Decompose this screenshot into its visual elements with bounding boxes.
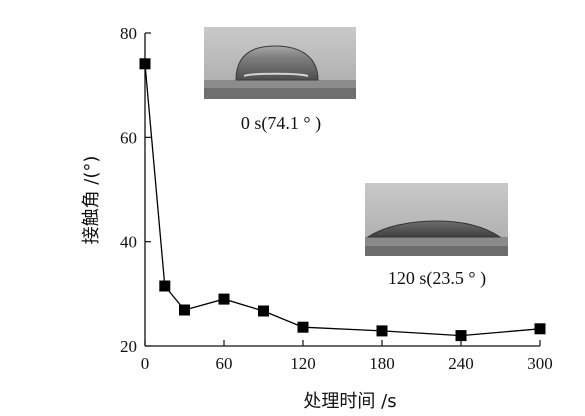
y-axis-title: 接触角 /(°) [81,156,102,245]
inset-photo-0s-droplet-reflection [243,72,309,77]
series-layer [139,58,546,342]
data-point-marker [534,323,546,335]
x-tick-label: 60 [216,354,233,373]
inset-photo-120s-substrate [365,237,508,246]
axes [144,33,540,347]
x-axis-title: 处理时间 /s [303,391,396,412]
data-point-marker [179,304,190,316]
inset-caption-120s: 120 s(23.5 ° ) [388,268,486,289]
x-tick-label: 180 [369,354,395,373]
data-point-marker [297,321,309,333]
x-tick-label: 0 [141,354,150,373]
data-point-marker [258,305,269,317]
inset-photo-0s-droplet [235,45,319,81]
inset-photo-0s-substrate [204,80,356,88]
inset-photo-0s-substrate-edge [204,88,356,99]
y-tick-label: 80 [120,24,137,43]
y-tick-label: 60 [120,128,137,147]
inset-photo-120s [365,183,508,256]
y-tick-label: 40 [120,233,137,252]
data-point-marker [139,58,151,70]
data-point-marker [159,280,171,292]
data-point-marker [455,330,467,342]
x-tick-label: 300 [527,354,553,373]
inset-caption-0s: 0 s(74.1 ° ) [241,113,321,134]
data-point-marker [218,293,230,305]
inset-photo-120s-substrate-edge [365,246,508,256]
inset-photo-0s [204,27,356,99]
x-tick-label: 120 [290,354,316,373]
y-ticks: 20 40 60 80 [120,24,151,356]
y-tick-label: 20 [120,337,137,356]
inset-photo-120s-droplet [366,220,502,238]
data-point-marker [376,325,388,337]
x-tick-label: 240 [448,354,474,373]
x-ticks: 0 60 120 180 240 300 [141,340,553,373]
